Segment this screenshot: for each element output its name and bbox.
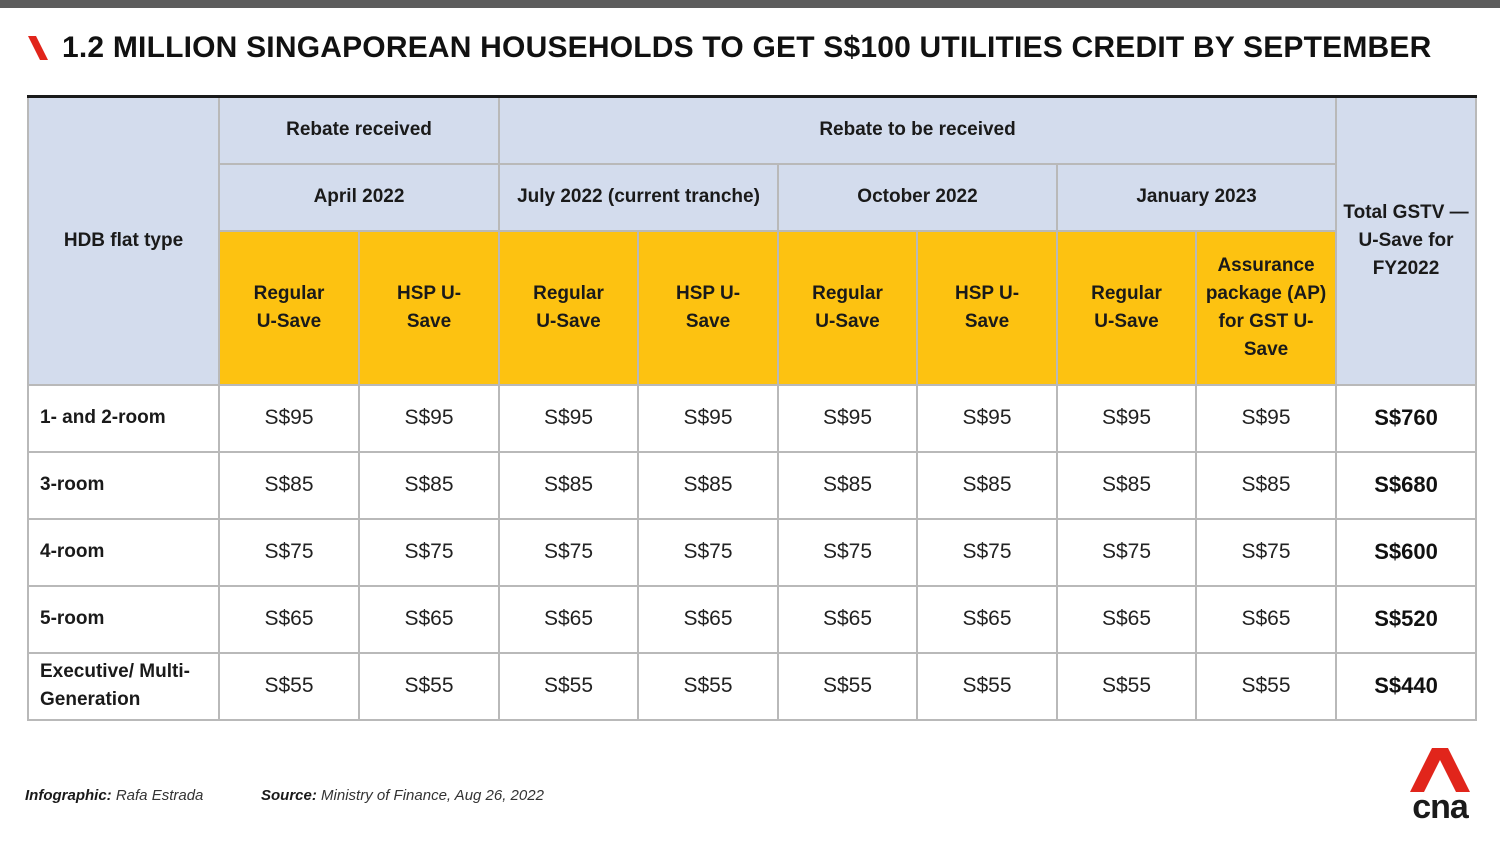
infographic-credit: Infographic: Rafa Estrada [25, 787, 203, 804]
source-value: Ministry of Finance, Aug 26, 2022 [321, 787, 544, 804]
table-cell: S$55 [777, 651, 918, 721]
table-row: Executive/ Multi-Generation S$55 S$55 S$… [27, 651, 1478, 721]
row-label: 1- and 2-room [27, 383, 220, 453]
table-cell: S$55 [218, 651, 360, 721]
table-row: 1- and 2-room S$95 S$95 S$95 S$95 S$95 S… [27, 383, 1478, 453]
source-credit: Source: Ministry of Finance, Aug 26, 202… [261, 787, 544, 804]
table-cell: S$75 [777, 517, 918, 587]
table-cell: S$75 [1056, 517, 1197, 587]
table-cell: S$95 [637, 383, 779, 453]
total-cell: S$600 [1335, 517, 1478, 587]
table-row: 5-room S$65 S$65 S$65 S$65 S$65 S$65 S$6… [27, 584, 1478, 654]
table-cell: S$55 [637, 651, 779, 721]
table-cell: S$85 [777, 450, 918, 520]
group-header-received: Rebate received [218, 95, 500, 165]
table-cell: S$95 [218, 383, 360, 453]
total-cell: S$760 [1335, 383, 1478, 453]
table-cell: S$65 [1056, 584, 1197, 654]
table-cell: S$65 [1194, 584, 1338, 654]
period-header: July 2022 (current tranche) [498, 162, 779, 232]
table-cell: S$95 [498, 383, 639, 453]
table-cell: S$75 [1194, 517, 1338, 587]
table-cell: S$95 [1056, 383, 1197, 453]
table-cell: S$75 [218, 517, 360, 587]
logo-mark-icon [1410, 748, 1470, 792]
subcolumn-header: Regular U-Save [218, 229, 360, 386]
table-cell: S$55 [1194, 651, 1338, 721]
table-cell: S$65 [916, 584, 1058, 654]
table-cell: S$75 [637, 517, 779, 587]
total-cell: S$520 [1335, 584, 1478, 654]
cna-logo-icon: cna [1408, 746, 1472, 826]
subcolumn-header: Assurance package (AP) for GST U-Save [1194, 229, 1338, 386]
period-header: January 2023 [1055, 162, 1338, 232]
total-cell: S$680 [1335, 450, 1478, 520]
table-cell: S$85 [1056, 450, 1197, 520]
table-cell: S$55 [916, 651, 1058, 721]
flat-type-header: HDB flat type [27, 95, 220, 386]
table-cell: S$65 [218, 584, 360, 654]
table-cell: S$65 [637, 584, 779, 654]
table-cell: S$65 [498, 584, 639, 654]
table-cell: S$55 [1056, 651, 1197, 721]
page-title: 1.2 MILLION SINGAPOREAN HOUSEHOLDS TO GE… [62, 31, 1432, 64]
table-cell: S$85 [498, 450, 639, 520]
period-header: April 2022 [218, 162, 500, 232]
table-cell: S$55 [358, 651, 500, 721]
rebate-table: HDB flat type Rebate received Rebate to … [27, 95, 1478, 721]
row-label: 3-room [27, 450, 220, 520]
table-cell: S$85 [1194, 450, 1338, 520]
subcolumn-header: Regular U-Save [1056, 229, 1197, 386]
table-cell: S$85 [637, 450, 779, 520]
credit-value: Rafa Estrada [115, 787, 204, 804]
table-row: 3-room S$85 S$85 S$85 S$85 S$85 S$85 S$8… [27, 450, 1478, 520]
subcolumn-header: Regular U-Save [777, 229, 918, 386]
table-cell: S$75 [498, 517, 639, 587]
table-cell: S$85 [218, 450, 360, 520]
red-slash-icon [28, 36, 48, 60]
table-cell: S$65 [777, 584, 918, 654]
subcolumn-header: HSP U-Save [637, 229, 779, 386]
table-cell: S$75 [358, 517, 500, 587]
table-cell: S$95 [1194, 383, 1338, 453]
table-cell: S$95 [916, 383, 1058, 453]
table-cell: S$95 [358, 383, 500, 453]
row-label: 5-room [27, 584, 220, 654]
total-cell: S$440 [1335, 651, 1478, 721]
table-cell: S$85 [358, 450, 500, 520]
table-cell: S$75 [916, 517, 1058, 587]
table-row: 4-room S$75 S$75 S$75 S$75 S$75 S$75 S$7… [27, 517, 1478, 587]
row-label: Executive/ Multi-Generation [27, 651, 220, 721]
table-cell: S$65 [358, 584, 500, 654]
total-header: Total GSTV — U-Save for FY2022 [1335, 95, 1478, 386]
subcolumn-header: HSP U-Save [916, 229, 1058, 386]
logo-text: cna [1412, 788, 1469, 826]
table-cell: S$95 [777, 383, 918, 453]
table-cell: S$55 [498, 651, 639, 721]
subcolumn-header: Regular U-Save [498, 229, 639, 386]
subcolumn-header: HSP U-Save [358, 229, 500, 386]
row-label: 4-room [27, 517, 220, 587]
credit-label: Infographic: [25, 787, 112, 804]
table-cell: S$85 [916, 450, 1058, 520]
top-bar [0, 0, 1500, 8]
source-label: Source: [261, 787, 317, 804]
period-header: October 2022 [777, 162, 1058, 232]
title-row: 1.2 MILLION SINGAPOREAN HOUSEHOLDS TO GE… [26, 28, 1432, 68]
group-header-to-be-received: Rebate to be received [497, 95, 1338, 165]
